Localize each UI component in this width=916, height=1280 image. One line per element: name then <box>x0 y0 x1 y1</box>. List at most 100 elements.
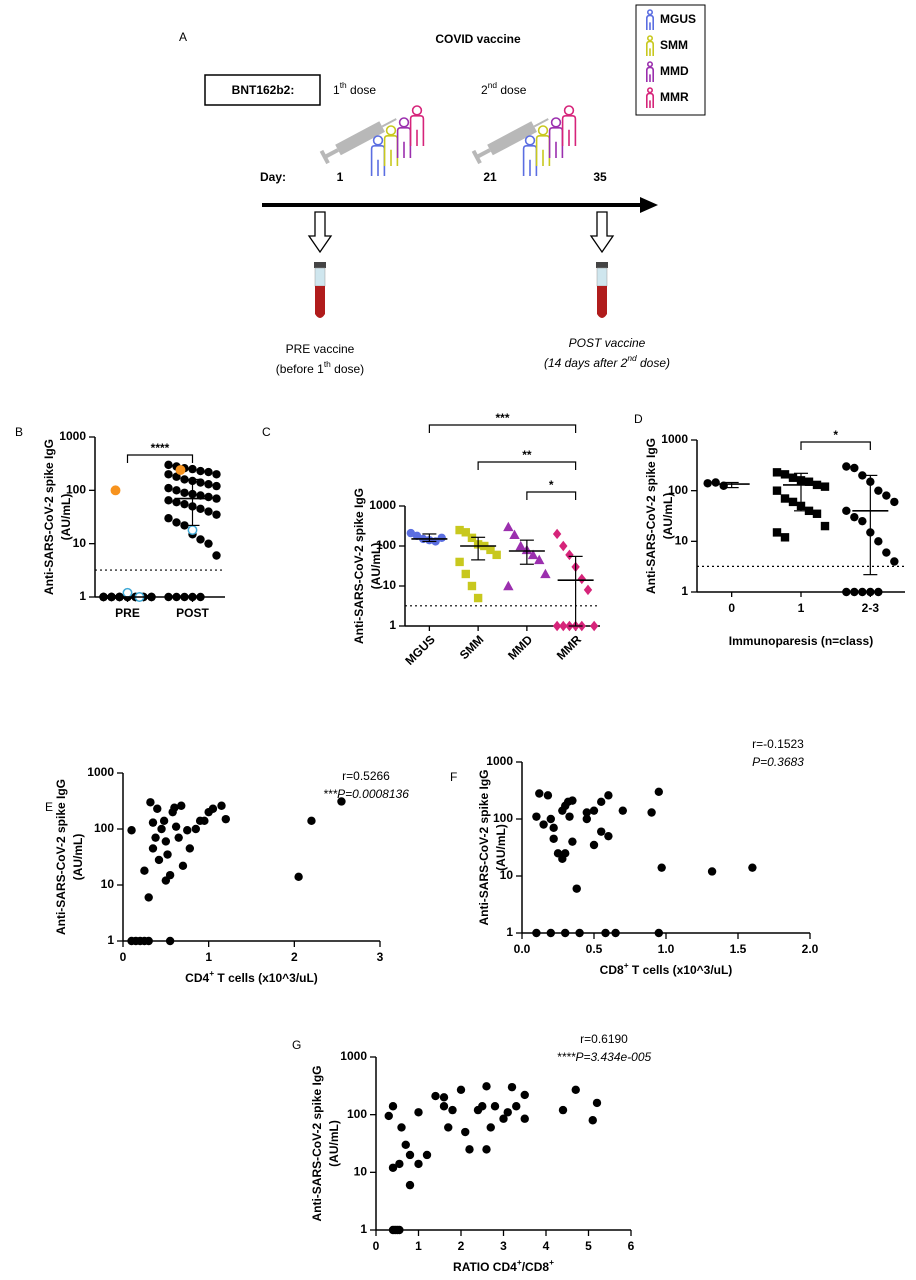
y-tick-label: 10 <box>73 536 87 550</box>
person-icon <box>561 105 577 146</box>
text-part: RATIO CD4 <box>453 1260 517 1274</box>
text-part: th <box>340 80 347 90</box>
syringe-cap <box>471 149 482 165</box>
data-point <box>191 824 201 834</box>
data-point <box>549 823 558 833</box>
person-icon <box>646 87 654 108</box>
data-point <box>559 620 568 632</box>
data-point <box>611 928 620 938</box>
y-tick-label: 1 <box>506 925 513 939</box>
person-body <box>561 115 577 146</box>
x-axis-label: RATIO CD4+/CD8+ <box>453 1257 554 1274</box>
x-tick-label: 0.0 <box>514 942 531 956</box>
day-label: Day: <box>260 170 286 184</box>
text-part: nd <box>627 353 637 363</box>
data-point <box>654 787 663 797</box>
data-point <box>478 1102 487 1111</box>
significance-bracket <box>126 454 194 463</box>
text-part: 1 <box>333 83 340 97</box>
data-point <box>414 1108 423 1117</box>
data-point <box>571 1085 580 1094</box>
data-point <box>467 581 477 591</box>
data-point <box>492 550 501 560</box>
person-icon <box>646 9 654 30</box>
x-tick-label: 0 <box>373 1239 380 1253</box>
x-tick-label: 5 <box>585 1239 592 1253</box>
data-point <box>439 1102 449 1111</box>
syringe-needle <box>381 118 397 128</box>
x-tick-label: 1.5 <box>730 942 747 956</box>
text-part: T cells (x10^3/uL) <box>214 971 318 985</box>
tube-blood <box>315 286 325 318</box>
data-point <box>589 840 599 850</box>
data-point <box>456 1085 466 1094</box>
vaccine-name: BNT162b2: <box>232 83 295 97</box>
data-point <box>711 478 720 487</box>
y-tick-label: 1000 <box>87 765 114 779</box>
data-point <box>788 473 798 482</box>
person-icon <box>646 61 654 82</box>
data-point <box>520 1114 529 1123</box>
data-point <box>388 1163 398 1172</box>
data-point <box>589 806 599 815</box>
y-axis-label: (AU/mL) <box>71 834 85 881</box>
data-point <box>388 1102 398 1111</box>
x-tick-label: MGUS <box>402 632 437 667</box>
syringe-barrel <box>335 121 385 156</box>
person-icon <box>383 125 399 166</box>
day-value: 1 <box>337 170 344 184</box>
data-point <box>618 806 627 815</box>
y-tick-label: 10 <box>101 877 115 891</box>
x-tick-label: 1 <box>205 950 212 964</box>
down-arrow <box>307 211 333 254</box>
panel-letter: F <box>450 770 457 784</box>
syringe-barrel <box>487 121 537 156</box>
data-point <box>582 814 591 824</box>
tube-cap <box>596 262 608 268</box>
y-axis-label: (AU/mL) <box>369 543 383 590</box>
data-point <box>180 475 189 484</box>
data-point <box>772 528 782 537</box>
data-point <box>559 540 568 552</box>
y-tick-label: 1 <box>79 589 86 603</box>
data-point <box>200 816 209 826</box>
x-tick-label: 0.5 <box>586 942 603 956</box>
text-part: 2 <box>481 83 488 97</box>
data-point <box>180 499 189 509</box>
data-point <box>527 549 539 560</box>
significance-label: * <box>549 478 554 492</box>
data-point <box>499 1114 508 1123</box>
data-point <box>165 870 175 880</box>
x-tick-label: POST <box>176 606 209 620</box>
person-head <box>646 9 653 16</box>
dose-label: 1th dose <box>333 80 376 97</box>
data-point <box>405 1150 415 1160</box>
person-body <box>646 92 654 108</box>
y-tick-label: 100 <box>347 1107 367 1121</box>
panel-letter: D <box>634 412 643 426</box>
data-point <box>157 824 166 834</box>
y-tick-label: 1000 <box>59 429 86 443</box>
data-point <box>812 509 822 518</box>
correlation-r: r=0.5266 <box>342 769 390 783</box>
data-point <box>161 837 171 846</box>
x-tick-label: 2-3 <box>862 601 880 615</box>
data-point <box>507 1082 517 1092</box>
panel-letter: C <box>262 425 271 439</box>
syringe <box>319 118 397 165</box>
text-part: + <box>517 1257 522 1267</box>
data-point <box>448 1105 457 1115</box>
data-point <box>707 867 717 876</box>
data-point <box>552 620 562 632</box>
tube-cap <box>314 262 326 268</box>
data-point <box>539 820 548 829</box>
data-point <box>439 1093 449 1102</box>
data-point <box>188 592 197 602</box>
data-point <box>780 494 790 503</box>
data-point <box>144 936 153 946</box>
data-point <box>842 462 851 471</box>
data-point <box>577 573 586 585</box>
y-axis-label: Anti-SARS-CoV-2 spike IgG <box>477 769 491 925</box>
text-part: (14 days after 2 <box>544 356 628 370</box>
y-tick-label: 1000 <box>486 754 513 768</box>
